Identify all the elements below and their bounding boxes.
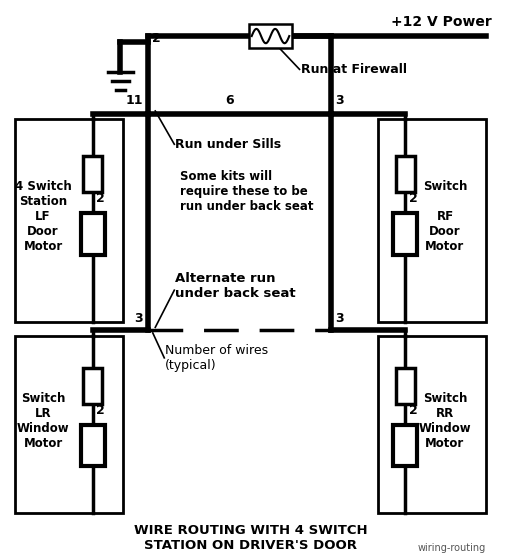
Bar	[396, 368, 415, 404]
Text: Alternate run
under back seat: Alternate run under back seat	[175, 272, 296, 300]
Bar	[378, 120, 486, 322]
Text: 2: 2	[96, 404, 105, 417]
Text: 11: 11	[125, 94, 143, 107]
Text: Number of wires
(typical): Number of wires (typical)	[166, 344, 268, 372]
Bar	[83, 156, 102, 192]
Text: WIRE ROUTING WITH 4 SWITCH
STATION ON DRIVER'S DOOR: WIRE ROUTING WITH 4 SWITCH STATION ON DR…	[134, 524, 368, 552]
Bar	[15, 120, 123, 322]
Text: 2: 2	[152, 32, 160, 46]
Text: 6: 6	[225, 94, 233, 107]
Bar	[396, 156, 415, 192]
Bar	[378, 336, 486, 513]
Text: Switch
RR
Window
Motor: Switch RR Window Motor	[418, 392, 471, 450]
Text: Run at Firewall: Run at Firewall	[301, 63, 407, 76]
Text: Some kits will
require these to be
run under back seat: Some kits will require these to be run u…	[180, 170, 314, 213]
Text: +12 V Power: +12 V Power	[391, 15, 491, 29]
Bar	[83, 368, 102, 404]
Text: 3: 3	[134, 311, 143, 325]
Text: 3: 3	[336, 311, 344, 325]
Bar	[81, 213, 104, 255]
Text: Switch
LR
Window
Motor: Switch LR Window Motor	[17, 392, 69, 450]
Bar	[81, 425, 104, 466]
Text: wiring-routing: wiring-routing	[417, 543, 486, 553]
Text: 2: 2	[409, 404, 417, 417]
Text: 2: 2	[96, 192, 105, 205]
Bar	[393, 213, 417, 255]
Text: Switch

RF
Door
Motor: Switch RF Door Motor	[423, 180, 467, 253]
Bar	[249, 24, 292, 48]
Text: 3: 3	[336, 94, 344, 107]
Text: Run under Sills: Run under Sills	[175, 138, 282, 151]
Bar	[393, 425, 417, 466]
Text: 4 Switch
Station
LF
Door
Motor: 4 Switch Station LF Door Motor	[15, 180, 71, 253]
Bar	[15, 336, 123, 513]
Text: 2: 2	[409, 192, 417, 205]
